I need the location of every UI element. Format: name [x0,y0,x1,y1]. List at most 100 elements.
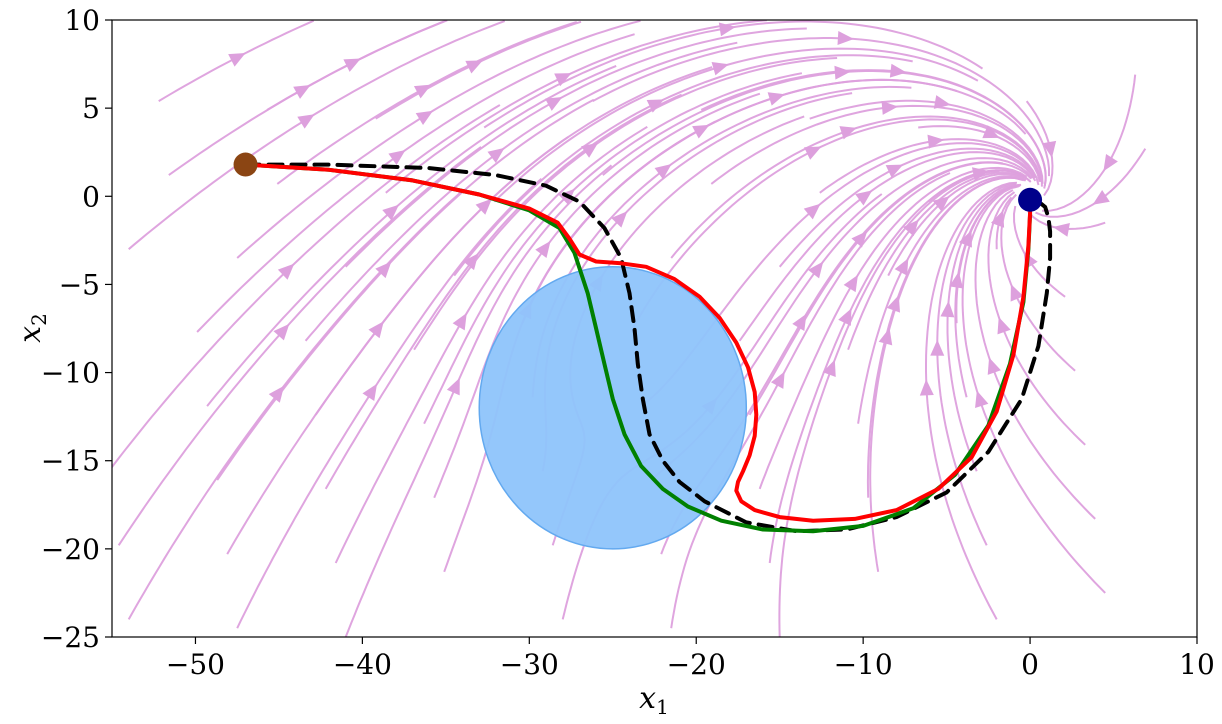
flow-arrow [1042,140,1057,158]
trajectory-line-1 [243,162,1053,534]
flow-arrow [839,126,857,140]
flow-arrow [452,312,467,331]
x-tick-label: 0 [1021,648,1039,681]
flow-arrow [894,258,909,276]
streamline [236,20,641,259]
streamline [266,20,444,111]
flow-arrow [889,63,907,78]
goal-marker [1018,187,1043,212]
flow-arrow [792,313,807,332]
x-axis-label: x1 [639,681,669,719]
flow-arrow [545,97,563,111]
y-axis-label: x2 [13,313,51,343]
flow-arrow [463,253,479,271]
flow-arrow [343,58,361,72]
obstacle-circle [478,266,748,550]
streamline [961,185,1106,594]
streamline [1012,205,1066,298]
flow-arrow [807,261,824,279]
streamlines [112,20,1147,637]
flow-arrow [940,300,955,318]
flow-arrow [770,371,785,389]
x-tick-label: −40 [333,648,392,681]
x-tick-label: −10 [834,648,893,681]
flow-arrow [362,383,378,402]
flow-arrow [975,390,989,408]
obstacle-layer [478,266,748,550]
flow-arrow [933,95,951,109]
streamline [128,20,506,250]
flow-arrow [268,385,285,403]
flow-arrow [838,308,852,326]
flow-arrow [535,241,551,259]
markers-layer [233,152,1043,212]
flow-arrow [1010,284,1024,302]
flow-arrow [990,210,1005,228]
streamline [602,70,1047,187]
flow-arrow [958,230,972,248]
flow-arrow [1092,190,1110,205]
flow-arrow [297,114,315,129]
flow-arrow [886,295,901,313]
streamline [117,146,482,546]
x-tick-label: −50 [166,648,225,681]
flow-arrow [919,379,934,396]
flow-arrow [804,146,822,160]
start-marker [233,152,258,177]
x-tick-label: −30 [500,648,559,681]
y-tick-label: −25 [41,621,100,654]
flow-arrow [855,190,873,206]
flow-arrow [834,65,851,80]
flow-arrow [228,53,246,67]
flow-arrow [851,230,868,248]
flow-arrow [554,73,572,87]
flow-arrow [803,203,821,220]
flow-arrow [843,274,858,293]
flow-arrow [1103,154,1118,172]
x-axis: −50 −40 −30 −20 −10 0 10 [166,637,1215,681]
trajectory-line-3 [243,162,1033,523]
flow-arrow [415,110,434,126]
y-tick-label: −5 [59,268,100,301]
flow-arrow [885,164,904,178]
y-tick-label: 5 [82,92,100,125]
flow-arrow [971,167,990,182]
flow-arrow [767,92,785,106]
flow-arrow [837,31,854,46]
flow-arrow [997,316,1011,335]
flow-arrow [375,261,392,279]
y-tick-label: −10 [41,357,100,390]
flow-arrow [273,323,290,341]
y-tick-label: −15 [41,445,100,478]
x-tick-label: −20 [667,648,726,681]
flow-arrow [277,263,295,280]
flow-arrow [446,377,460,396]
flow-arrow [465,60,483,74]
flow-arrow [654,164,672,180]
streamline [168,20,448,176]
streamline [974,189,1096,520]
streamline [112,104,501,469]
streamline [1042,74,1137,212]
flow-arrow [711,61,729,76]
flow-arrow [475,198,492,215]
flow-arrow [927,134,945,149]
streamline [925,181,1018,620]
x-tick-label: 10 [1179,648,1215,681]
flow-arrow [982,125,1000,139]
flow-arrow [487,147,505,163]
y-tick-label: 10 [64,4,100,37]
flow-arrow [822,359,836,378]
trajectory-layer [243,162,1053,534]
flow-arrow [692,124,710,139]
flow-arrow [932,196,950,212]
flow-arrow [293,84,311,99]
flow-arrow [611,211,628,228]
flow-arrow [881,100,899,115]
plot-frame [111,19,1198,638]
y-tick-label: −20 [41,533,100,566]
streamline [987,191,1086,446]
flow-arrow [930,339,945,356]
flow-arrow [987,357,1001,375]
